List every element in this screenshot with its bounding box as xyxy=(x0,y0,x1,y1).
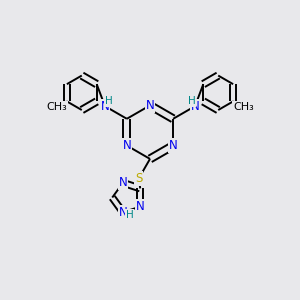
Text: N: N xyxy=(122,139,131,152)
Text: N: N xyxy=(146,99,154,112)
Text: CH₃: CH₃ xyxy=(46,102,67,112)
Text: N: N xyxy=(191,100,200,113)
Text: H: H xyxy=(105,96,112,106)
Text: H: H xyxy=(188,96,195,106)
Text: N: N xyxy=(136,200,145,213)
Text: N: N xyxy=(100,100,109,113)
Text: H: H xyxy=(126,210,133,220)
Text: N: N xyxy=(118,176,127,189)
Text: CH₃: CH₃ xyxy=(233,102,254,112)
Text: N: N xyxy=(169,139,178,152)
Text: S: S xyxy=(135,172,142,185)
Text: N: N xyxy=(118,206,127,219)
